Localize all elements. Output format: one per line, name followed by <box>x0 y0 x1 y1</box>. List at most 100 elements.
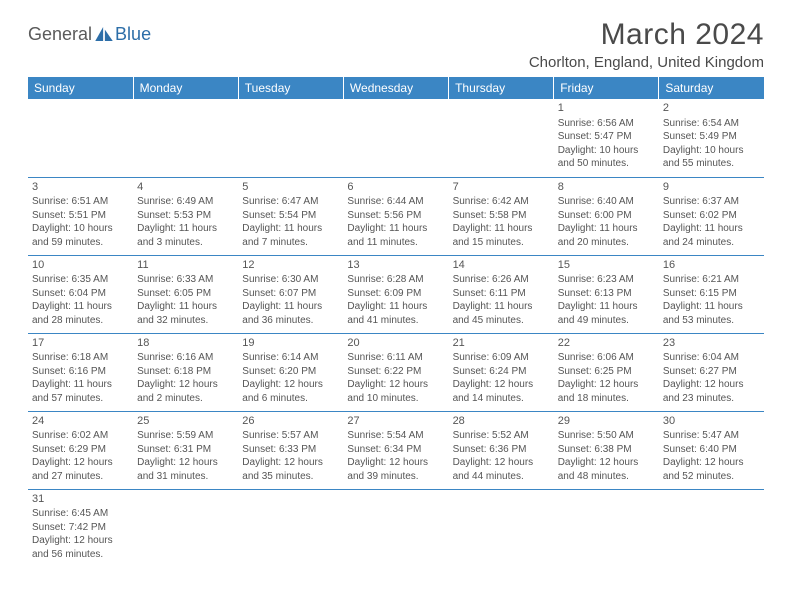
calendar-day-cell: 31Sunrise: 6:45 AMSunset: 7:42 PMDayligh… <box>28 489 133 567</box>
day-number: 8 <box>558 180 655 195</box>
logo: General Blue <box>28 24 151 45</box>
sunset-text: Sunset: 6:07 PM <box>242 287 339 301</box>
calendar-day-cell: 25Sunrise: 5:59 AMSunset: 6:31 PMDayligh… <box>133 411 238 489</box>
day-number: 6 <box>347 180 444 195</box>
daylight-text: Daylight: 12 hours and 23 minutes. <box>663 378 760 405</box>
sunset-text: Sunset: 6:25 PM <box>558 365 655 379</box>
weekday-header: Friday <box>554 77 659 99</box>
calendar-day-cell <box>449 99 554 177</box>
day-number: 22 <box>558 336 655 351</box>
daylight-text: Daylight: 10 hours and 55 minutes. <box>663 144 760 171</box>
sunset-text: Sunset: 6:20 PM <box>242 365 339 379</box>
weekday-header: Wednesday <box>343 77 448 99</box>
day-number: 10 <box>32 258 129 273</box>
sunset-text: Sunset: 6:24 PM <box>453 365 550 379</box>
calendar-day-cell <box>238 489 343 567</box>
sunrise-text: Sunrise: 5:57 AM <box>242 429 339 443</box>
day-number: 30 <box>663 414 760 429</box>
sunrise-text: Sunrise: 6:14 AM <box>242 351 339 365</box>
sunrise-text: Sunrise: 6:09 AM <box>453 351 550 365</box>
day-number: 29 <box>558 414 655 429</box>
sunrise-text: Sunrise: 6:42 AM <box>453 195 550 209</box>
sunset-text: Sunset: 6:00 PM <box>558 209 655 223</box>
daylight-text: Daylight: 12 hours and 10 minutes. <box>347 378 444 405</box>
daylight-text: Daylight: 11 hours and 20 minutes. <box>558 222 655 249</box>
weekday-header: Monday <box>133 77 238 99</box>
weekday-header: Sunday <box>28 77 133 99</box>
sunset-text: Sunset: 6:31 PM <box>137 443 234 457</box>
day-number: 11 <box>137 258 234 273</box>
calendar-day-cell <box>133 99 238 177</box>
sunrise-text: Sunrise: 6:11 AM <box>347 351 444 365</box>
calendar-day-cell: 16Sunrise: 6:21 AMSunset: 6:15 PMDayligh… <box>659 255 764 333</box>
calendar-day-cell <box>343 489 448 567</box>
calendar-week-row: 1Sunrise: 6:56 AMSunset: 5:47 PMDaylight… <box>28 99 764 177</box>
calendar-day-cell: 8Sunrise: 6:40 AMSunset: 6:00 PMDaylight… <box>554 177 659 255</box>
calendar-day-cell: 27Sunrise: 5:54 AMSunset: 6:34 PMDayligh… <box>343 411 448 489</box>
calendar-body: 1Sunrise: 6:56 AMSunset: 5:47 PMDaylight… <box>28 99 764 567</box>
daylight-text: Daylight: 11 hours and 45 minutes. <box>453 300 550 327</box>
day-number: 16 <box>663 258 760 273</box>
day-number: 28 <box>453 414 550 429</box>
daylight-text: Daylight: 11 hours and 53 minutes. <box>663 300 760 327</box>
sunrise-text: Sunrise: 6:23 AM <box>558 273 655 287</box>
sunset-text: Sunset: 6:40 PM <box>663 443 760 457</box>
day-number: 23 <box>663 336 760 351</box>
sunrise-text: Sunrise: 6:16 AM <box>137 351 234 365</box>
calendar-day-cell <box>343 99 448 177</box>
sunset-text: Sunset: 6:11 PM <box>453 287 550 301</box>
day-number: 14 <box>453 258 550 273</box>
calendar-day-cell <box>238 99 343 177</box>
daylight-text: Daylight: 12 hours and 2 minutes. <box>137 378 234 405</box>
sunrise-text: Sunrise: 6:47 AM <box>242 195 339 209</box>
daylight-text: Daylight: 11 hours and 41 minutes. <box>347 300 444 327</box>
sunrise-text: Sunrise: 5:47 AM <box>663 429 760 443</box>
day-number: 13 <box>347 258 444 273</box>
daylight-text: Daylight: 10 hours and 50 minutes. <box>558 144 655 171</box>
calendar-week-row: 10Sunrise: 6:35 AMSunset: 6:04 PMDayligh… <box>28 255 764 333</box>
sunrise-text: Sunrise: 6:56 AM <box>558 117 655 131</box>
calendar-day-cell <box>659 489 764 567</box>
daylight-text: Daylight: 12 hours and 56 minutes. <box>32 534 129 561</box>
sunrise-text: Sunrise: 6:06 AM <box>558 351 655 365</box>
daylight-text: Daylight: 11 hours and 36 minutes. <box>242 300 339 327</box>
sunset-text: Sunset: 6:18 PM <box>137 365 234 379</box>
calendar-week-row: 17Sunrise: 6:18 AMSunset: 6:16 PMDayligh… <box>28 333 764 411</box>
sunrise-text: Sunrise: 5:54 AM <box>347 429 444 443</box>
calendar-day-cell <box>449 489 554 567</box>
sunrise-text: Sunrise: 6:26 AM <box>453 273 550 287</box>
weekday-header: Saturday <box>659 77 764 99</box>
calendar-day-cell: 24Sunrise: 6:02 AMSunset: 6:29 PMDayligh… <box>28 411 133 489</box>
calendar-week-row: 24Sunrise: 6:02 AMSunset: 6:29 PMDayligh… <box>28 411 764 489</box>
sunrise-text: Sunrise: 6:30 AM <box>242 273 339 287</box>
calendar-day-cell: 15Sunrise: 6:23 AMSunset: 6:13 PMDayligh… <box>554 255 659 333</box>
day-number: 27 <box>347 414 444 429</box>
calendar-day-cell: 9Sunrise: 6:37 AMSunset: 6:02 PMDaylight… <box>659 177 764 255</box>
daylight-text: Daylight: 12 hours and 48 minutes. <box>558 456 655 483</box>
sail-icon <box>95 27 113 41</box>
day-number: 9 <box>663 180 760 195</box>
daylight-text: Daylight: 10 hours and 59 minutes. <box>32 222 129 249</box>
sunrise-text: Sunrise: 6:21 AM <box>663 273 760 287</box>
title-block: March 2024 Chorlton, England, United Kin… <box>529 18 764 71</box>
sunrise-text: Sunrise: 5:59 AM <box>137 429 234 443</box>
sunset-text: Sunset: 6:04 PM <box>32 287 129 301</box>
day-number: 4 <box>137 180 234 195</box>
day-number: 19 <box>242 336 339 351</box>
sunrise-text: Sunrise: 6:28 AM <box>347 273 444 287</box>
calendar-day-cell: 6Sunrise: 6:44 AMSunset: 5:56 PMDaylight… <box>343 177 448 255</box>
calendar-day-cell: 18Sunrise: 6:16 AMSunset: 6:18 PMDayligh… <box>133 333 238 411</box>
calendar-day-cell: 19Sunrise: 6:14 AMSunset: 6:20 PMDayligh… <box>238 333 343 411</box>
sunrise-text: Sunrise: 6:18 AM <box>32 351 129 365</box>
daylight-text: Daylight: 11 hours and 32 minutes. <box>137 300 234 327</box>
daylight-text: Daylight: 12 hours and 18 minutes. <box>558 378 655 405</box>
day-number: 12 <box>242 258 339 273</box>
calendar-day-cell: 4Sunrise: 6:49 AMSunset: 5:53 PMDaylight… <box>133 177 238 255</box>
daylight-text: Daylight: 12 hours and 31 minutes. <box>137 456 234 483</box>
day-number: 3 <box>32 180 129 195</box>
calendar-day-cell: 22Sunrise: 6:06 AMSunset: 6:25 PMDayligh… <box>554 333 659 411</box>
day-number: 20 <box>347 336 444 351</box>
sunset-text: Sunset: 6:02 PM <box>663 209 760 223</box>
sunrise-text: Sunrise: 6:33 AM <box>137 273 234 287</box>
sunrise-text: Sunrise: 6:40 AM <box>558 195 655 209</box>
